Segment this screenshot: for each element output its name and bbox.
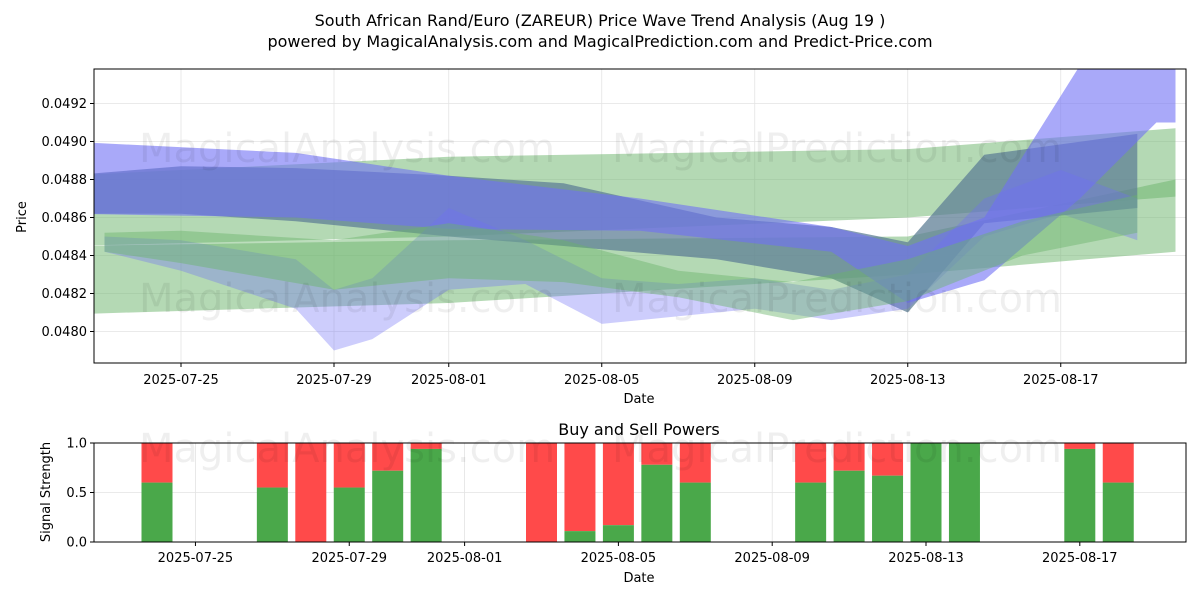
- main-y-tick-label-1: 0.0482: [42, 287, 88, 302]
- sell-bar-2025-08-11: [833, 443, 865, 471]
- bar-chart-title: Buy and Sell Powers: [558, 420, 720, 439]
- bar-x-axis-label: Date: [623, 571, 654, 586]
- bar-y-tick-label-2: 1.0: [66, 437, 87, 452]
- watermark-top-left: MagicalAnalysis.com: [139, 126, 555, 172]
- green-wave-band: [104, 194, 1138, 321]
- sell-bar-2025-07-31: [410, 443, 442, 449]
- blue-wave-band: [104, 170, 1138, 351]
- sell-bar-2025-08-18: [1102, 443, 1134, 483]
- main-x-tick-label-3: 2025-08-05: [564, 373, 640, 388]
- bar-y-tick-label-1: 0.5: [66, 486, 87, 501]
- buy-bar-2025-07-30: [372, 470, 404, 542]
- main-x-tick-label-4: 2025-08-09: [717, 373, 793, 388]
- blue-forecast-band: [94, 69, 1176, 303]
- main-y-tick-label-6: 0.0492: [42, 97, 88, 112]
- bar-x-tick-label-4: 2025-08-09: [734, 551, 810, 566]
- price-wave-plot: 2025-07-25 2025-07-29 2025-08-01 2025-08-05…: [42, 68, 1187, 388]
- buy-bar-2025-08-10: [795, 482, 827, 542]
- watermark-bottom-left: MagicalAnalysis.com: [139, 426, 555, 472]
- bar-x-tick-label-0: 2025-07-25: [158, 551, 234, 566]
- main-x-tick-label-1: 2025-07-29: [296, 373, 372, 388]
- bar-y-axis-label: Signal Strength: [39, 442, 54, 542]
- sell-bar-2025-08-07: [679, 443, 711, 483]
- buy-bar-2025-08-06: [641, 464, 673, 542]
- sell-bar-2025-08-03: [526, 443, 557, 542]
- watermark-bottom-right: MagicalPrediction.com: [612, 426, 1062, 472]
- main-bands: [94, 69, 1176, 351]
- buy-bar-2025-08-12: [872, 475, 904, 542]
- bar-x-tick-label-2: 2025-08-01: [427, 551, 503, 566]
- main-x-axis-label: Date: [623, 392, 654, 407]
- main-y-tick-label-0: 0.0480: [42, 325, 88, 340]
- buy-bar-2025-08-05: [602, 525, 634, 542]
- bar-x-tick-label-6: 2025-08-17: [1042, 551, 1118, 566]
- watermark-mid-left: MagicalAnalysis.com: [139, 276, 555, 322]
- buy-sell-plot: 2025-07-25 2025-07-29 2025-08-01 2025-08-05…: [66, 437, 1187, 566]
- sell-bar-2025-07-28: [295, 443, 327, 542]
- buy-bar-2025-08-07: [679, 482, 711, 542]
- main-x-tick-label-5: 2025-08-13: [870, 373, 946, 388]
- buy-bar-2025-07-29: [333, 487, 365, 542]
- sell-bar-2025-08-10: [795, 443, 827, 483]
- main-x-tick-label-6: 2025-08-17: [1023, 373, 1099, 388]
- watermark-mid-right: MagicalPrediction.com: [612, 276, 1062, 322]
- main-y-tick-label-4: 0.0488: [42, 173, 88, 188]
- buy-bar-2025-07-31: [410, 448, 442, 542]
- buy-bar-2025-07-27: [256, 487, 288, 542]
- sell-bar-2025-08-06: [641, 443, 673, 465]
- sell-bar-2025-08-04: [564, 443, 596, 532]
- watermark-top-right: MagicalPrediction.com: [612, 126, 1062, 172]
- sell-bar-2025-07-30: [372, 443, 404, 471]
- sell-bar-2025-07-27: [256, 443, 288, 488]
- sell-bar-2025-08-17: [1064, 443, 1096, 449]
- main-y-tick-label-3: 0.0486: [42, 211, 88, 226]
- main-x-tick-label-0: 2025-07-25: [143, 373, 219, 388]
- buy-bar-2025-08-14: [948, 443, 980, 542]
- buy-bar-2025-08-04: [564, 531, 596, 542]
- main-y-axis-label: Price: [15, 201, 30, 233]
- main-x-tick-label-2: 2025-08-01: [411, 373, 487, 388]
- sell-bar-2025-07-29: [333, 443, 365, 488]
- sell-bar-2025-08-05: [602, 443, 634, 526]
- buy-bar-2025-07-24: [141, 482, 173, 542]
- main-y-tick-label-5: 0.0490: [42, 135, 88, 150]
- bar-x-tick-label-5: 2025-08-13: [888, 551, 964, 566]
- sell-bar-2025-08-12: [872, 443, 904, 476]
- bar-x-tick-label-3: 2025-08-05: [581, 551, 657, 566]
- bar-x-tick-label-1: 2025-07-29: [311, 551, 387, 566]
- buy-bar-2025-08-11: [833, 470, 865, 542]
- main-plot-frame: [93, 68, 1187, 364]
- sell-bar-2025-07-24: [141, 443, 173, 483]
- chart-subtitle: powered by MagicalAnalysis.com and Magic…: [267, 32, 932, 51]
- buy-bar-2025-08-18: [1102, 482, 1134, 542]
- buy-bar-2025-08-17: [1064, 448, 1096, 542]
- chart-title: South African Rand/Euro (ZAREUR) Price W…: [315, 11, 886, 30]
- bar-y-tick-label-0: 0.0: [66, 536, 87, 551]
- main-y-tick-label-2: 0.0484: [42, 249, 88, 264]
- buy-bar-2025-08-13: [910, 443, 942, 542]
